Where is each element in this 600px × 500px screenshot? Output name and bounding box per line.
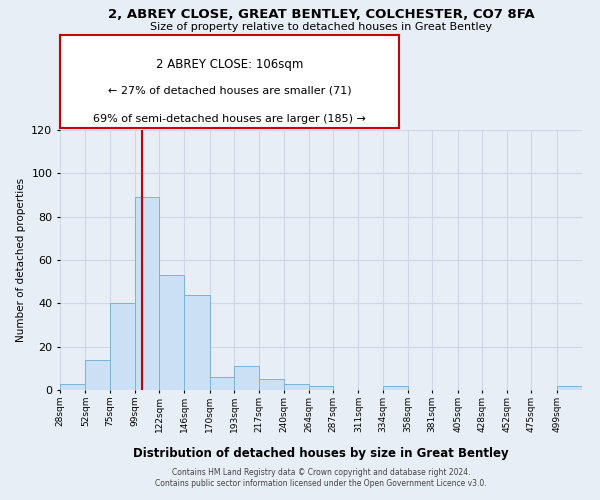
Bar bbox=[284, 384, 309, 390]
Text: Contains HM Land Registry data © Crown copyright and database right 2024.
Contai: Contains HM Land Registry data © Crown c… bbox=[155, 468, 487, 487]
Text: Distribution of detached houses by size in Great Bentley: Distribution of detached houses by size … bbox=[133, 448, 509, 460]
Text: 2 ABREY CLOSE: 106sqm: 2 ABREY CLOSE: 106sqm bbox=[156, 58, 303, 71]
Bar bbox=[159, 275, 184, 390]
Bar bbox=[85, 360, 110, 390]
Bar bbox=[234, 366, 259, 390]
Y-axis label: Number of detached properties: Number of detached properties bbox=[16, 178, 26, 342]
Bar bbox=[259, 379, 284, 390]
Bar bbox=[309, 386, 333, 390]
Bar bbox=[60, 384, 85, 390]
Text: ← 27% of detached houses are smaller (71): ← 27% of detached houses are smaller (71… bbox=[107, 86, 352, 96]
Text: 69% of semi-detached houses are larger (185) →: 69% of semi-detached houses are larger (… bbox=[93, 114, 366, 124]
Text: Size of property relative to detached houses in Great Bentley: Size of property relative to detached ho… bbox=[150, 22, 492, 32]
Text: 2, ABREY CLOSE, GREAT BENTLEY, COLCHESTER, CO7 8FA: 2, ABREY CLOSE, GREAT BENTLEY, COLCHESTE… bbox=[107, 8, 535, 20]
Bar bbox=[210, 377, 234, 390]
Bar bbox=[184, 294, 210, 390]
Bar bbox=[383, 386, 408, 390]
Bar bbox=[135, 197, 159, 390]
Bar bbox=[110, 304, 135, 390]
Bar bbox=[557, 386, 582, 390]
